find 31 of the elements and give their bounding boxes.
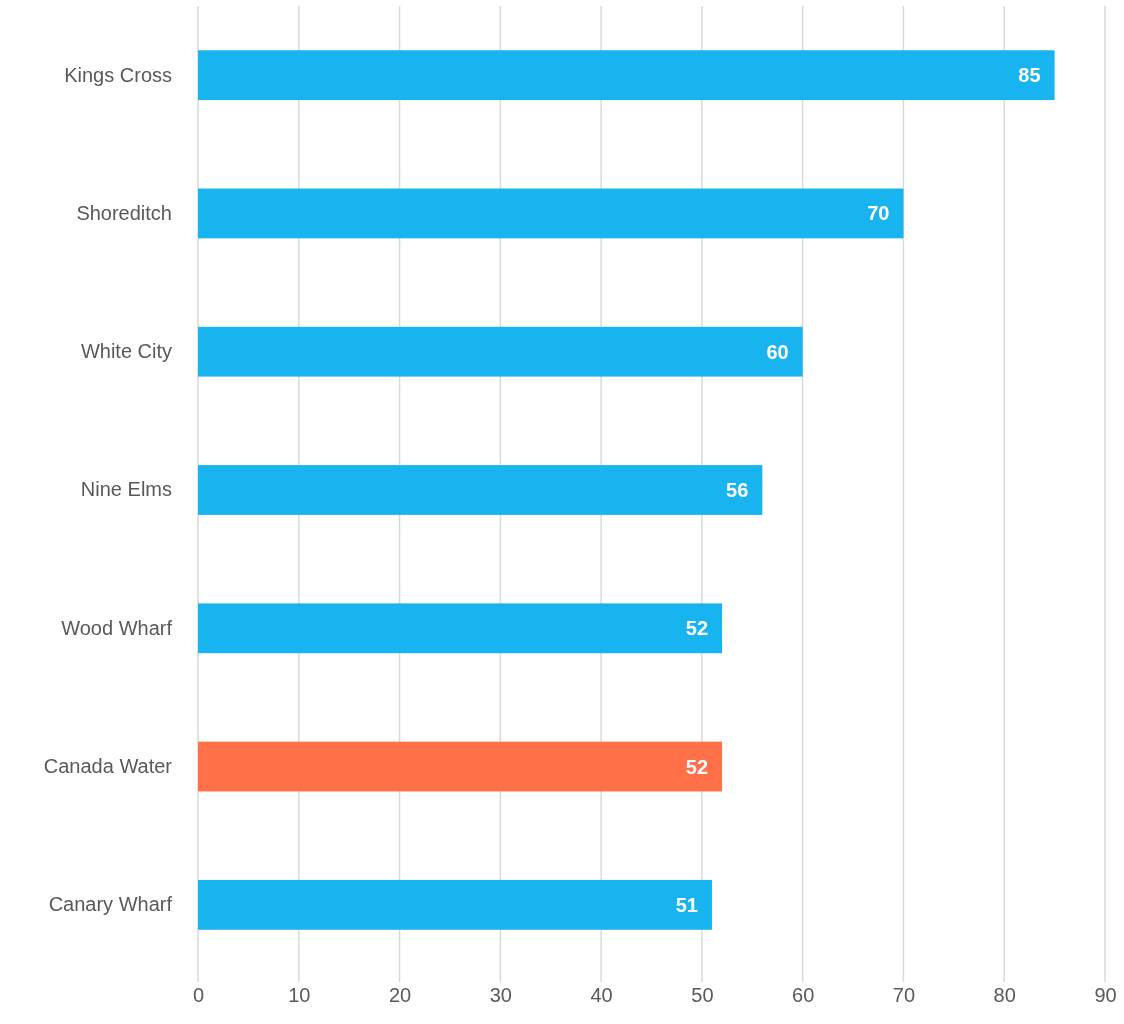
bar	[198, 603, 723, 654]
bar	[198, 879, 712, 930]
y-tick-label: Wood Wharf	[61, 616, 173, 639]
x-tick-label: 80	[993, 984, 1016, 1007]
y-tick-label: White City	[80, 340, 172, 363]
data-label: 52	[685, 755, 709, 778]
bar	[198, 741, 723, 792]
x-tick-label: 50	[691, 984, 714, 1007]
bar	[198, 326, 803, 377]
y-tick-label: Canary Wharf	[48, 893, 173, 916]
data-label: 56	[726, 479, 749, 501]
y-tick-label: Shoreditch	[76, 201, 172, 224]
data-label: 52	[685, 617, 709, 640]
x-tick-label: 70	[892, 984, 916, 1007]
data-label: 70	[867, 202, 890, 225]
x-tick-label: 0	[192, 984, 205, 1007]
x-tick-label: 60	[792, 984, 815, 1007]
y-tick-label: Nine Elms	[80, 478, 172, 501]
x-tick-label: 90	[1094, 984, 1117, 1007]
bar	[198, 465, 763, 515]
bar	[198, 50, 1055, 101]
bar	[198, 188, 904, 239]
x-tick-label: 10	[288, 984, 311, 1007]
y-tick-label: Kings Cross	[64, 63, 172, 86]
data-label: 60	[766, 340, 789, 363]
x-tick-label: 20	[388, 984, 412, 1007]
y-tick-label: Canada Water	[43, 754, 173, 777]
data-label: 85	[1018, 64, 1041, 87]
data-label: 51	[675, 893, 698, 916]
x-tick-label: 30	[489, 984, 512, 1007]
x-tick-label: 40	[590, 984, 613, 1007]
